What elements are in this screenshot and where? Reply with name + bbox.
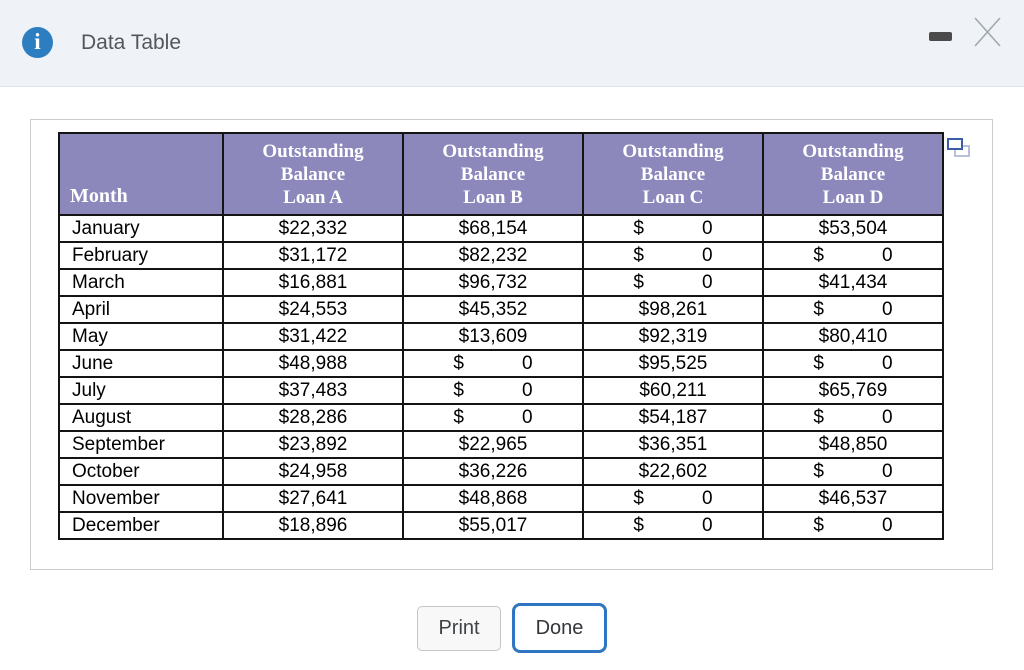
print-button[interactable]: Print — [417, 605, 501, 651]
table-row: October $24,958 $36,226 $22,602 $ 0 — [58, 457, 944, 486]
column-header-loan-a: Outstanding Balance Loan A — [222, 132, 404, 216]
table-row: March $16,881 $96,732 $ 0 $41,434 — [58, 268, 944, 297]
value-cell: $ 0 — [402, 403, 584, 432]
month-cell: September — [58, 430, 224, 459]
pop-out-icon[interactable] — [947, 138, 972, 159]
table-panel: Month Outstanding Balance Loan A Outstan… — [30, 119, 993, 570]
value-cell: $37,483 — [222, 376, 404, 405]
value-cell: $22,332 — [222, 214, 404, 243]
value-cell: $48,988 — [222, 349, 404, 378]
value-cell: $31,422 — [222, 322, 404, 351]
table-row: January $22,332 $68,154 $ 0 $53,504 — [58, 214, 944, 243]
done-button[interactable]: Done — [512, 603, 607, 653]
value-cell: $ 0 — [762, 457, 944, 486]
value-cell: $54,187 — [582, 403, 764, 432]
table-row: April $24,553 $45,352 $98,261 $ 0 — [58, 295, 944, 324]
value-cell: $95,525 — [582, 349, 764, 378]
value-cell: $65,769 — [762, 376, 944, 405]
column-header-loan-b: Outstanding Balance Loan B — [402, 132, 584, 216]
value-cell: $ 0 — [762, 511, 944, 540]
table-row: December $18,896 $55,017 $ 0 $ 0 — [58, 511, 944, 540]
month-cell: January — [58, 214, 224, 243]
value-cell: $48,868 — [402, 484, 584, 513]
value-cell: $ 0 — [582, 511, 764, 540]
month-cell: November — [58, 484, 224, 513]
value-cell: $41,434 — [762, 268, 944, 297]
month-cell: July — [58, 376, 224, 405]
value-cell: $98,261 — [582, 295, 764, 324]
table-row: May $31,422 $13,609 $92,319 $80,410 — [58, 322, 944, 351]
dialog-actions: Print Done — [0, 603, 1024, 653]
table-row: June $48,988 $ 0 $95,525 $ 0 — [58, 349, 944, 378]
value-cell: $48,850 — [762, 430, 944, 459]
table-row: November $27,641 $48,868 $ 0 $46,537 — [58, 484, 944, 513]
value-cell: $22,602 — [582, 457, 764, 486]
close-icon[interactable] — [973, 16, 1002, 48]
table-row: September $23,892 $22,965 $36,351 $48,850 — [58, 430, 944, 459]
value-cell: $36,226 — [402, 457, 584, 486]
value-cell: $60,211 — [582, 376, 764, 405]
table-header-row: Month Outstanding Balance Loan A Outstan… — [58, 132, 944, 216]
info-icon: i — [22, 27, 53, 58]
value-cell: $ 0 — [402, 349, 584, 378]
value-cell: $18,896 — [222, 511, 404, 540]
dialog-title: Data Table — [81, 31, 182, 54]
data-table: Month Outstanding Balance Loan A Outstan… — [58, 132, 944, 540]
month-cell: October — [58, 457, 224, 486]
month-cell: April — [58, 295, 224, 324]
value-cell: $ 0 — [582, 484, 764, 513]
value-cell: $ 0 — [762, 349, 944, 378]
value-cell: $ 0 — [762, 241, 944, 270]
value-cell: $53,504 — [762, 214, 944, 243]
value-cell: $80,410 — [762, 322, 944, 351]
table-row: July $37,483 $ 0 $60,211 $65,769 — [58, 376, 944, 405]
value-cell: $24,553 — [222, 295, 404, 324]
table-row: August $28,286 $ 0 $54,187 $ 0 — [58, 403, 944, 432]
month-cell: December — [58, 511, 224, 540]
dialog-titlebar: i Data Table — [0, 0, 1024, 87]
value-cell: $31,172 — [222, 241, 404, 270]
value-cell: $16,881 — [222, 268, 404, 297]
value-cell: $96,732 — [402, 268, 584, 297]
column-header-loan-c: Outstanding Balance Loan C — [582, 132, 764, 216]
month-cell: March — [58, 268, 224, 297]
value-cell: $36,351 — [582, 430, 764, 459]
value-cell: $23,892 — [222, 430, 404, 459]
month-cell: August — [58, 403, 224, 432]
value-cell: $28,286 — [222, 403, 404, 432]
month-cell: February — [58, 241, 224, 270]
month-cell: June — [58, 349, 224, 378]
value-cell: $13,609 — [402, 322, 584, 351]
value-cell: $22,965 — [402, 430, 584, 459]
value-cell: $ 0 — [762, 295, 944, 324]
value-cell: $ 0 — [402, 376, 584, 405]
value-cell: $46,537 — [762, 484, 944, 513]
value-cell: $68,154 — [402, 214, 584, 243]
value-cell: $27,641 — [222, 484, 404, 513]
column-header-month: Month — [58, 132, 224, 216]
pop-out-icon-front — [947, 138, 963, 150]
value-cell: $55,017 — [402, 511, 584, 540]
value-cell: $92,319 — [582, 322, 764, 351]
value-cell: $24,958 — [222, 457, 404, 486]
value-cell: $45,352 — [402, 295, 584, 324]
month-cell: May — [58, 322, 224, 351]
value-cell: $ 0 — [582, 241, 764, 270]
value-cell: $ 0 — [582, 214, 764, 243]
minimize-icon[interactable] — [929, 32, 952, 41]
table-row: February $31,172 $82,232 $ 0 $ 0 — [58, 241, 944, 270]
value-cell: $ 0 — [762, 403, 944, 432]
column-header-loan-d: Outstanding Balance Loan D — [762, 132, 944, 216]
value-cell: $82,232 — [402, 241, 584, 270]
value-cell: $ 0 — [582, 268, 764, 297]
